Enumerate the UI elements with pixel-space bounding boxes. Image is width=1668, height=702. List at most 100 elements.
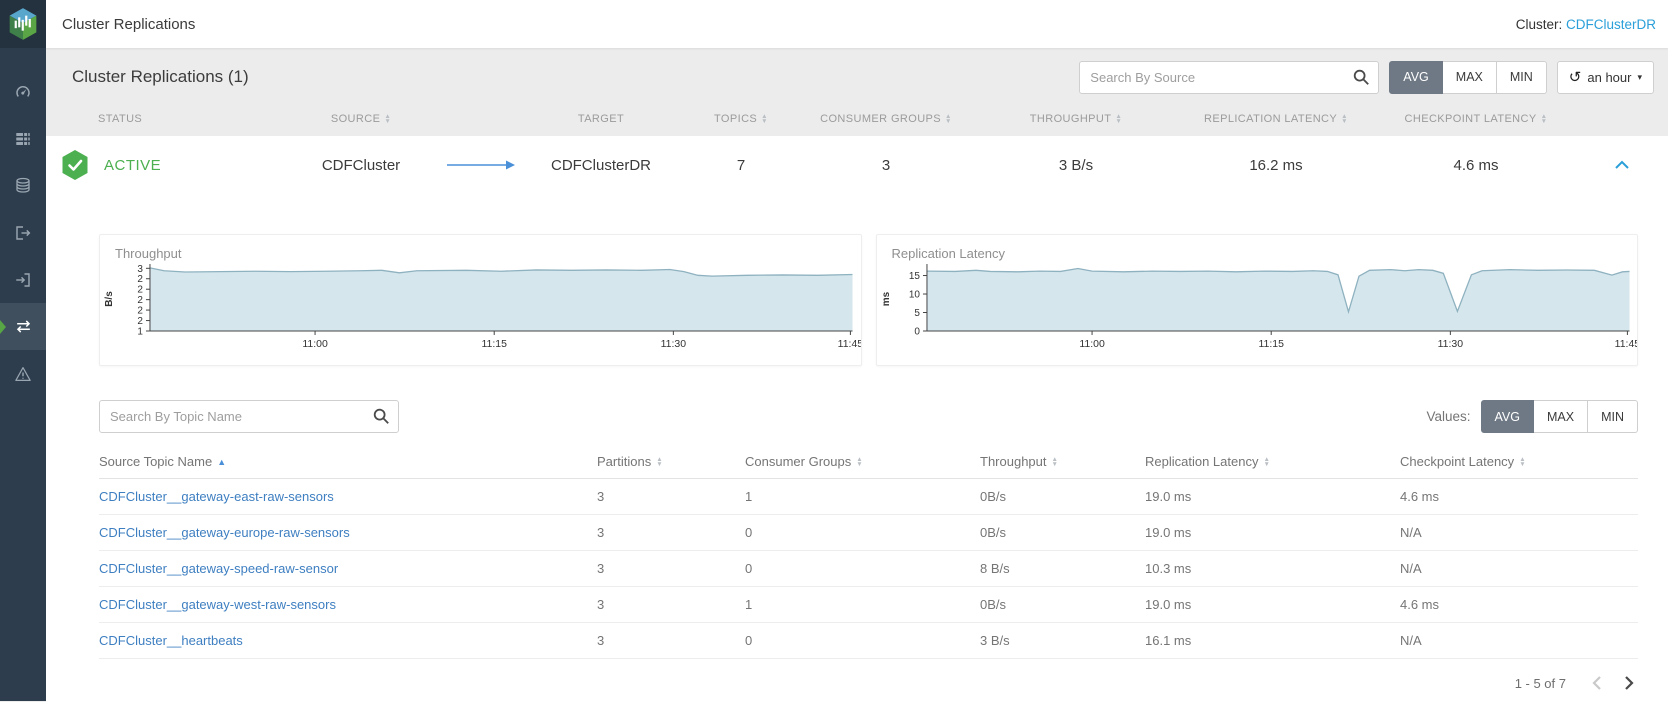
sort-icon: ▲▼ — [384, 114, 391, 124]
topic-link[interactable]: CDFCluster__gateway-speed-raw-sensor — [99, 561, 338, 576]
max-button[interactable]: MAX — [1443, 61, 1497, 94]
cluster-selector: Cluster: CDFClusterDR — [1516, 17, 1656, 32]
search-by-topic-input[interactable] — [99, 400, 399, 433]
svg-text:2: 2 — [137, 316, 143, 327]
svg-text:1: 1 — [137, 326, 143, 337]
values-label: Values: — [1426, 409, 1470, 424]
table-row: CDFCluster__gateway-europe-raw-sensors 3… — [99, 515, 1638, 551]
checkpoint-latency-cell: N/A — [1400, 633, 1638, 648]
partitions-cell: 3 — [597, 525, 745, 540]
checkpoint-latency-cell: N/A — [1400, 561, 1638, 576]
search-icon — [1352, 68, 1370, 91]
sidebar-item-brokers[interactable] — [0, 115, 46, 162]
sort-icon: ▲▼ — [1052, 457, 1058, 467]
sidebar-item-cluster-replications[interactable] — [0, 303, 46, 350]
topic-link[interactable]: CDFCluster__heartbeats — [99, 633, 243, 648]
consumer-groups-cell: 0 — [745, 525, 980, 540]
svg-text:11:15: 11:15 — [481, 339, 507, 350]
column-consumer-groups[interactable]: CONSUMER GROUPS▲▼ — [796, 113, 976, 125]
column-checkpoint-latency[interactable]: Checkpoint Latency▲▼ — [1400, 454, 1638, 469]
sidebar-item-consumers[interactable] — [0, 256, 46, 303]
sidebar-item-topics[interactable] — [0, 162, 46, 209]
search-icon — [372, 407, 390, 430]
chevron-right-icon — [1624, 675, 1634, 691]
page-range: 1 - 5 of 7 — [1515, 676, 1566, 691]
search-by-source-input[interactable] — [1079, 61, 1379, 94]
column-replication-latency[interactable]: REPLICATION LATENCY▲▼ — [1176, 113, 1376, 125]
replication-row: ACTIVE CDFCluster CDFClusterDR 7 3 3 B/s… — [46, 136, 1668, 194]
agg-button-group: AVG MAX MIN — [1389, 61, 1547, 94]
svg-text:2: 2 — [137, 306, 143, 317]
svg-text:10: 10 — [908, 290, 920, 301]
column-target: TARGET — [516, 113, 686, 125]
app-title: Cluster Replications — [62, 16, 195, 33]
topic-max-button[interactable]: MAX — [1534, 400, 1588, 433]
time-range-label: an hour — [1587, 70, 1631, 85]
column-consumer-groups[interactable]: Consumer Groups▲▼ — [745, 454, 980, 469]
replication-latency-cell: 10.3 ms — [1145, 561, 1400, 576]
consumer-groups-cell: 0 — [745, 561, 980, 576]
alerts-icon — [14, 365, 32, 383]
column-throughput[interactable]: THROUGHPUT▲▼ — [976, 113, 1176, 125]
column-partitions[interactable]: Partitions▲▼ — [597, 454, 745, 469]
table-row: CDFCluster__heartbeats 3 0 3 B/s 16.1 ms… — [99, 623, 1638, 659]
checkpoint-latency-cell: N/A — [1400, 525, 1638, 540]
column-topics[interactable]: TOPICS▲▼ — [686, 113, 796, 125]
avg-button[interactable]: AVG — [1389, 61, 1442, 94]
previous-page-button[interactable] — [1592, 675, 1602, 691]
sidebar-item-alerts[interactable] — [0, 350, 46, 397]
column-throughput[interactable]: Throughput▲▼ — [980, 454, 1145, 469]
sidebar-item-dashboard[interactable] — [0, 68, 46, 115]
svg-text:11:30: 11:30 — [1437, 339, 1463, 350]
next-page-button[interactable] — [1624, 675, 1634, 691]
svg-text:11:45: 11:45 — [838, 339, 861, 350]
cluster-replications-icon — [14, 317, 33, 336]
time-range-dropdown[interactable]: ↺ an hour ▾ — [1557, 61, 1654, 94]
svg-text:11:30: 11:30 — [661, 339, 687, 350]
topics-toolbar: Values: AVG MAX MIN — [99, 400, 1638, 433]
svg-text:2: 2 — [137, 274, 143, 285]
throughput-cell: 0B/s — [980, 525, 1145, 540]
svg-text:11:00: 11:00 — [302, 339, 328, 350]
pagination: 1 - 5 of 7 — [46, 659, 1668, 691]
sort-icon: ▲▼ — [656, 457, 662, 467]
min-button[interactable]: MIN — [1497, 61, 1547, 94]
topics-icon — [14, 177, 32, 195]
replication-latency-value: 16.2 ms — [1176, 157, 1376, 174]
replication-card: ACTIVE CDFCluster CDFClusterDR 7 3 3 B/s… — [46, 136, 1668, 702]
sort-icon: ▲▼ — [1341, 114, 1348, 124]
topic-agg-button-group: AVG MAX MIN — [1481, 400, 1639, 433]
svg-text:2: 2 — [137, 285, 143, 296]
svg-text:B/s: B/s — [104, 291, 115, 307]
column-source-topic-name[interactable]: Source Topic Name▲ — [99, 454, 597, 469]
topic-avg-button[interactable]: AVG — [1481, 400, 1534, 433]
topic-link[interactable]: CDFCluster__gateway-europe-raw-sensors — [99, 525, 350, 540]
replications-table-header: STATUS SOURCE▲▼ TARGET TOPICS▲▼ CONSUMER… — [46, 106, 1668, 136]
column-replication-latency[interactable]: Replication Latency▲▼ — [1145, 454, 1400, 469]
topic-min-button[interactable]: MIN — [1588, 400, 1638, 433]
sort-icon: ▲▼ — [856, 457, 862, 467]
collapse-row-button[interactable] — [1576, 160, 1668, 170]
sort-icon: ▲▼ — [761, 114, 768, 124]
topic-link[interactable]: CDFCluster__gateway-east-raw-sensors — [99, 489, 334, 504]
sidebar-item-producers[interactable] — [0, 209, 46, 256]
svg-text:11:00: 11:00 — [1079, 339, 1105, 350]
consumer-groups-count: 3 — [796, 157, 976, 174]
throughput-cell: 3 B/s — [980, 633, 1145, 648]
cluster-link[interactable]: CDFClusterDR — [1566, 17, 1656, 32]
table-row: CDFCluster__gateway-east-raw-sensors 3 1… — [99, 479, 1638, 515]
topic-link[interactable]: CDFCluster__gateway-west-raw-sensors — [99, 597, 336, 612]
history-icon: ↺ — [1569, 70, 1582, 85]
replication-arrow-icon — [446, 159, 516, 171]
app-logo[interactable] — [0, 0, 46, 48]
column-source[interactable]: SOURCE▲▼ — [276, 113, 446, 125]
producers-icon — [14, 224, 32, 242]
partitions-cell: 3 — [597, 597, 745, 612]
sort-icon: ▲▼ — [945, 114, 952, 124]
column-checkpoint-latency[interactable]: CHECKPOINT LATENCY▲▼ — [1376, 113, 1576, 125]
topics-table-header: Source Topic Name▲ Partitions▲▼ Consumer… — [99, 445, 1638, 479]
table-row: CDFCluster__gateway-west-raw-sensors 3 1… — [99, 587, 1638, 623]
